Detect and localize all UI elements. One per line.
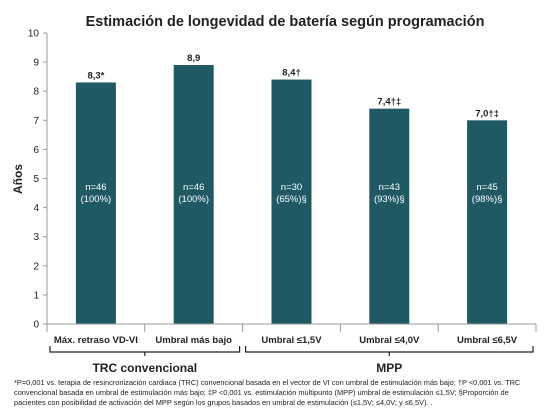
y-tick-label: 4 <box>33 203 39 214</box>
y-tick-label: 2 <box>33 261 39 272</box>
group-label: MPP <box>376 361 402 375</box>
footnote-line: convencional basada en umbral de estimul… <box>14 388 509 398</box>
footnote-line: pacientes con posibilidad de activación … <box>14 398 433 408</box>
category-groups: TRC convencional MPP <box>49 346 534 375</box>
y-tick-label: 9 <box>33 58 39 69</box>
y-tick-label: 6 <box>33 145 39 156</box>
bar <box>467 120 508 324</box>
x-tick-label: Umbral ≤1,5V <box>261 335 322 346</box>
bar-inner-label: (93%)§ <box>374 194 405 205</box>
y-axis: 0 1 2 3 4 5 6 7 8 9 10 <box>28 29 48 331</box>
y-tick-label: 0 <box>33 320 39 331</box>
bar-inner-label: n=46 <box>183 182 204 193</box>
bar <box>271 79 312 324</box>
footnote: *P=0,001 vs. terapia de resincronización… <box>14 378 550 409</box>
y-tick-label: 3 <box>33 232 39 243</box>
bar-inner-label: (100%) <box>81 194 112 205</box>
x-tick-label: Umbral ≤6,5V <box>457 335 518 346</box>
bar-inner-label: (65%)§ <box>276 194 307 205</box>
x-tick-label: Umbral ≤4,0V <box>359 335 420 346</box>
bar-inner-label: (100%) <box>178 194 209 205</box>
bar-value-label: 8,4† <box>282 68 301 79</box>
y-axis-label: Años <box>11 164 25 194</box>
x-tick-label: Máx. retraso VD-VI <box>54 335 138 346</box>
bar-inner-label: n=30 <box>281 182 302 193</box>
group-label: TRC convencional <box>92 361 197 375</box>
bar-inner-label: (98%)§ <box>472 194 503 205</box>
chart-title: Estimación de longevidad de batería segú… <box>86 14 485 30</box>
bar-value-label: 7,4†‡ <box>377 97 401 108</box>
bar-value-label: 8,3* <box>87 70 104 81</box>
bar <box>369 108 410 324</box>
y-tick-label: 1 <box>33 290 39 301</box>
x-tick-label: Umbral más bajo <box>155 335 232 346</box>
bars: 8,3*n=46(100%)8,9n=46(100%)8,4†n=30(65%)… <box>75 53 508 324</box>
group-bracket <box>49 346 241 356</box>
bar-value-label: 7,0†‡ <box>475 108 499 119</box>
bar <box>75 82 116 324</box>
bar-inner-label: n=43 <box>379 182 400 193</box>
bar <box>173 65 214 324</box>
group-bracket <box>245 346 534 356</box>
y-tick-label: 5 <box>33 174 39 185</box>
x-axis: Máx. retraso VD-VI Umbral más bajo Umbral … <box>46 323 537 346</box>
y-tick-label: 10 <box>28 29 40 40</box>
bar-inner-label: n=45 <box>476 182 497 193</box>
bar-inner-label: n=46 <box>85 182 106 193</box>
bar-value-label: 8,9 <box>187 53 200 64</box>
footnote-line: *P=0,001 vs. terapia de resincronización… <box>14 378 521 387</box>
y-tick-label: 8 <box>33 87 39 98</box>
y-tick-label: 7 <box>33 116 39 127</box>
